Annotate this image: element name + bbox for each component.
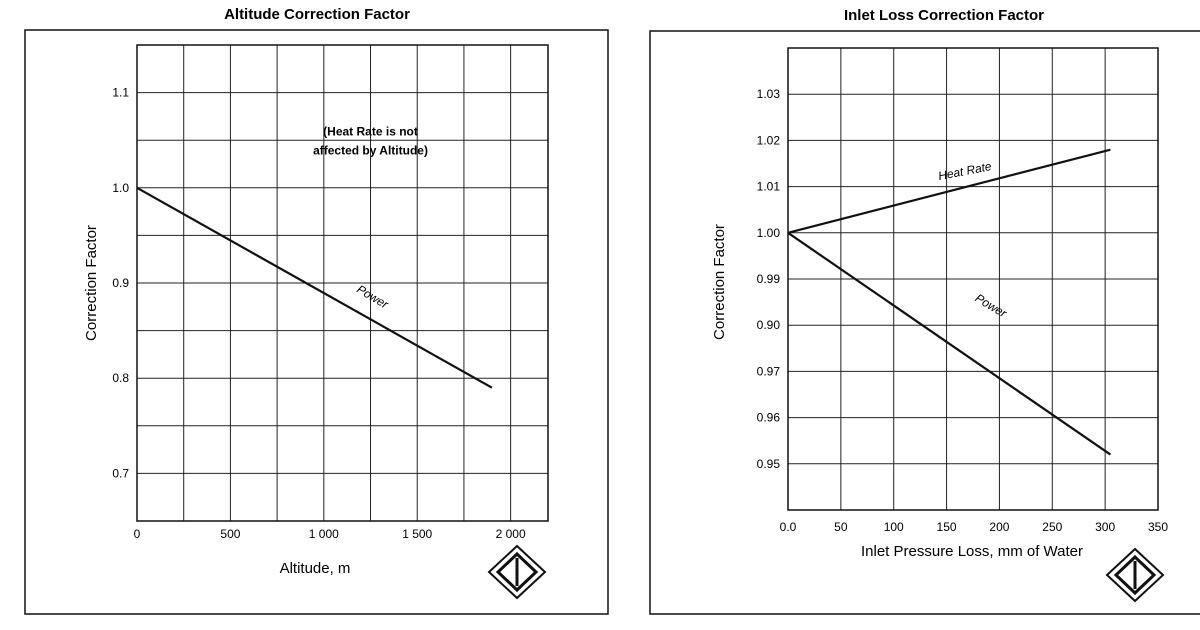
x-tick-label: 2 000 (496, 527, 526, 541)
series-line-power (787, 231, 1112, 456)
x-tick-label: 350 (1148, 520, 1168, 534)
y-tick-label: 0.95 (757, 457, 781, 471)
series-line-power (136, 186, 493, 389)
annotation-text: affected by Altitude) (313, 143, 428, 157)
x-tick-label: 200 (989, 520, 1009, 534)
x-tick-label: 50 (834, 520, 848, 534)
y-tick-label: 1.01 (757, 180, 781, 194)
y-tick-label: 1.03 (757, 87, 781, 101)
y-axis-label: Correction Factor (711, 224, 728, 340)
series-label-power: Power (973, 291, 1010, 321)
x-tick-label: 1 000 (309, 527, 339, 541)
y-tick-label: 1.02 (757, 133, 781, 147)
series-line-heat-rate (787, 148, 1111, 234)
y-tick-label: 0.7 (112, 466, 129, 480)
x-axis-label: Inlet Pressure Loss, mm of Water (861, 543, 1083, 560)
x-tick-label: 1 500 (402, 527, 432, 541)
y-tick-label: 0.90 (757, 318, 781, 332)
x-tick-label: 150 (937, 520, 957, 534)
y-tick-label: 1.00 (757, 226, 781, 240)
outer-frame (649, 30, 1200, 615)
x-tick-label: 500 (220, 527, 240, 541)
x-tick-label: 250 (1042, 520, 1062, 534)
plot-area (787, 47, 1159, 511)
inlet-loss-correction-chart: Inlet Loss Correction Factor 0.0 50 100 150 2… (620, 0, 1200, 630)
y-axis-label: Correction Factor (83, 225, 100, 341)
emblem-logo (487, 544, 547, 600)
plot-area (136, 44, 549, 522)
y-tick-label: 0.97 (757, 364, 781, 378)
outer-frame (24, 29, 609, 615)
chart-title: Inlet Loss Correction Factor (844, 7, 1044, 24)
x-tick-label: 0.0 (780, 520, 797, 534)
y-tick-label: 1.1 (112, 86, 129, 100)
y-tick-label: 0.99 (757, 272, 781, 286)
y-tick-label: 0.9 (112, 276, 129, 290)
chart-title: Altitude Correction Factor (224, 6, 410, 23)
series-label-power: Power (354, 282, 391, 312)
x-tick-label: 300 (1095, 520, 1115, 534)
y-tick-label: 0.8 (112, 371, 129, 385)
inlet-loss-correction-svg: Inlet Loss Correction Factor 0.0 50 100 150 2… (649, 7, 1200, 615)
emblem-logo (1105, 547, 1165, 603)
altitude-correction-svg: Altitude Correction Factor 0 500 1 000 1 500… (24, 6, 609, 615)
annotation-text: (Heat Rate is not (323, 124, 418, 138)
x-tick-label: 0 (134, 527, 141, 541)
y-tick-label: 0.96 (757, 411, 781, 425)
series-label-heat-rate: Heat Rate (937, 159, 993, 183)
x-axis-label: Altitude, m (280, 560, 351, 577)
y-tick-label: 1.0 (112, 181, 129, 195)
x-tick-label: 100 (884, 520, 904, 534)
altitude-correction-chart: Altitude Correction Factor 0 500 1 000 1 500… (24, 6, 609, 615)
